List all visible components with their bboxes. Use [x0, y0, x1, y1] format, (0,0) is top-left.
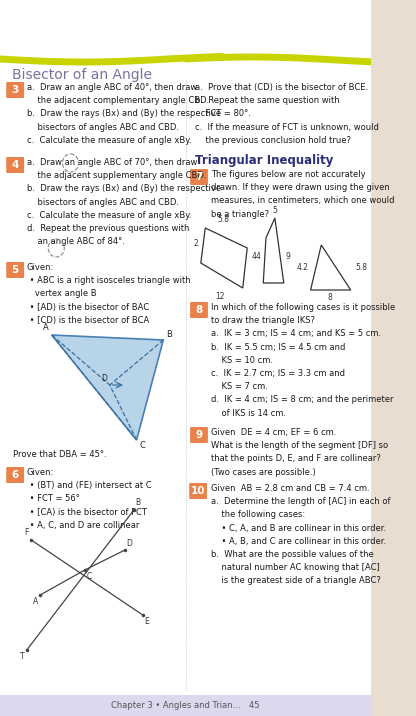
Text: drawn. If they were drawn using the given: drawn. If they were drawn using the give… [210, 183, 389, 192]
FancyBboxPatch shape [190, 302, 208, 318]
Text: • A, C, and D are collinear: • A, C, and D are collinear [27, 521, 139, 530]
Text: 7: 7 [196, 172, 203, 182]
Text: Given:: Given: [27, 468, 54, 477]
Text: b.  Repeat the same question with: b. Repeat the same question with [195, 96, 339, 105]
Text: 9: 9 [196, 430, 203, 440]
Polygon shape [52, 335, 163, 440]
Text: 6: 6 [12, 470, 19, 480]
Text: C: C [87, 572, 92, 581]
Text: 10: 10 [191, 486, 206, 496]
Text: a.  Draw an angle ABC of 40°, then draw: a. Draw an angle ABC of 40°, then draw [27, 83, 197, 92]
Text: Triangular Inequality: Triangular Inequality [195, 154, 333, 167]
Text: 9: 9 [285, 251, 290, 261]
Text: B: B [136, 498, 141, 507]
Text: a.  Prove that (CD) is the bisector of BCE.: a. Prove that (CD) is the bisector of BC… [195, 83, 368, 92]
Text: T: T [20, 652, 24, 661]
Text: F: F [24, 528, 29, 537]
Text: • FCT = 56°: • FCT = 56° [27, 495, 79, 503]
FancyBboxPatch shape [6, 82, 24, 98]
FancyBboxPatch shape [6, 262, 24, 278]
Text: 3: 3 [12, 85, 19, 95]
Text: a.  Draw an angle ABC of 70°, then draw: a. Draw an angle ABC of 70°, then draw [27, 158, 197, 167]
Text: Bisector of an Angle: Bisector of an Angle [12, 68, 153, 82]
Text: 5: 5 [12, 265, 19, 275]
Text: • [CA) is the bisector of FCT: • [CA) is the bisector of FCT [27, 508, 147, 517]
Text: • C, A, and B are collinear in this order.: • C, A, and B are collinear in this orde… [210, 523, 386, 533]
Text: d.  IK = 4 cm; IS = 8 cm; and the perimeter: d. IK = 4 cm; IS = 8 cm; and the perimet… [210, 395, 393, 405]
Text: of IKS is 14 cm.: of IKS is 14 cm. [210, 409, 286, 417]
Text: • [AD) is the bisector of BAC: • [AD) is the bisector of BAC [27, 303, 149, 311]
Text: natural number AC knowing that [AC]: natural number AC knowing that [AC] [210, 563, 379, 572]
FancyBboxPatch shape [190, 169, 208, 185]
Text: a.  IK = 3 cm; IS = 4 cm; and KS = 5 cm.: a. IK = 3 cm; IS = 4 cm; and KS = 5 cm. [210, 329, 381, 339]
Text: Given  AB = 2.8 cm and CB = 7.4 cm.: Given AB = 2.8 cm and CB = 7.4 cm. [210, 484, 369, 493]
Text: c.  Calculate the measure of angle xBy.: c. Calculate the measure of angle xBy. [27, 211, 191, 220]
Text: B: B [166, 330, 172, 339]
Text: b.  IK = 5.5 cm; IS = 4.5 cm and: b. IK = 5.5 cm; IS = 4.5 cm and [210, 342, 345, 352]
Text: c.  IK = 2.7 cm; IS = 3.3 cm and: c. IK = 2.7 cm; IS = 3.3 cm and [210, 369, 344, 378]
Text: 4: 4 [252, 251, 257, 261]
Text: A: A [42, 323, 48, 332]
FancyBboxPatch shape [0, 0, 371, 716]
Text: to draw the triangle IKS?: to draw the triangle IKS? [210, 316, 314, 325]
Text: 5.8: 5.8 [217, 215, 229, 224]
Text: D: D [101, 374, 107, 383]
Text: A: A [33, 597, 38, 606]
Text: that the points D, E, and F are collinear?: that the points D, E, and F are collinea… [210, 455, 381, 463]
Text: be a triangle?: be a triangle? [210, 210, 269, 218]
FancyBboxPatch shape [189, 483, 207, 499]
Text: b.  What are the possible values of the: b. What are the possible values of the [210, 550, 374, 559]
Text: an angle ABC of 84°.: an angle ABC of 84°. [27, 237, 125, 246]
FancyBboxPatch shape [6, 467, 24, 483]
Text: (Two cases are possible.): (Two cases are possible.) [210, 468, 315, 477]
Text: FCT = 80°.: FCT = 80°. [195, 110, 250, 118]
FancyBboxPatch shape [190, 427, 208, 443]
Text: a.  Determine the length of [AC] in each of: a. Determine the length of [AC] in each … [210, 497, 390, 506]
Text: KS = 10 cm.: KS = 10 cm. [210, 356, 272, 364]
Text: Prove that DBA = 45°.: Prove that DBA = 45°. [13, 450, 107, 459]
Text: E: E [145, 617, 149, 626]
Text: 8: 8 [196, 305, 203, 315]
Text: b.  Draw the rays (Bx) and (By) the respective: b. Draw the rays (Bx) and (By) the respe… [27, 185, 221, 193]
FancyBboxPatch shape [0, 695, 371, 716]
Text: 5: 5 [272, 206, 277, 215]
Text: bisectors of angles ABC and CBD.: bisectors of angles ABC and CBD. [27, 122, 179, 132]
Text: measures, in centimeters, which one would: measures, in centimeters, which one woul… [210, 196, 394, 205]
Text: • A, B, and C are collinear in this order.: • A, B, and C are collinear in this orde… [210, 537, 386, 546]
Text: the adjacent complementary angle CBD.: the adjacent complementary angle CBD. [27, 96, 209, 105]
Text: Chapter 3 • Angles and Trian…   45: Chapter 3 • Angles and Trian… 45 [111, 700, 260, 710]
Text: 2: 2 [193, 238, 198, 248]
Text: The figures below are not accurately: The figures below are not accurately [210, 170, 365, 179]
Text: the previous conclusion hold true?: the previous conclusion hold true? [195, 136, 351, 145]
Text: 8: 8 [328, 293, 332, 302]
Text: Given  DE = 4 cm, EF = 6 cm.: Given DE = 4 cm, EF = 6 cm. [210, 428, 336, 437]
Text: In which of the following cases is it possible: In which of the following cases is it po… [210, 303, 395, 312]
Text: vertex angle B: vertex angle B [27, 289, 97, 299]
FancyBboxPatch shape [6, 157, 24, 173]
Text: Given:: Given: [27, 263, 54, 272]
Text: D: D [127, 539, 133, 548]
Text: 5.8: 5.8 [355, 263, 367, 271]
Text: 4: 4 [12, 160, 19, 170]
Text: C: C [139, 441, 145, 450]
Text: 4: 4 [256, 251, 260, 261]
Text: • (BT) and (FE) intersect at C: • (BT) and (FE) intersect at C [27, 481, 151, 490]
Text: c.  If the measure of FCT is unknown, would: c. If the measure of FCT is unknown, wou… [195, 122, 379, 132]
Text: c.  Calculate the measure of angle xBy.: c. Calculate the measure of angle xBy. [27, 136, 191, 145]
Text: bisectors of angles ABC and CBD.: bisectors of angles ABC and CBD. [27, 198, 179, 207]
Text: • ABC is a right isosceles triangle with: • ABC is a right isosceles triangle with [27, 276, 191, 285]
Text: is the greatest side of a triangle ABC?: is the greatest side of a triangle ABC? [210, 576, 381, 586]
Text: b.  Draw the rays (Bx) and (By) the respective: b. Draw the rays (Bx) and (By) the respe… [27, 110, 221, 118]
Text: the following cases:: the following cases: [210, 511, 305, 519]
Text: 12: 12 [215, 292, 225, 301]
Text: d.  Repeat the previous questions with: d. Repeat the previous questions with [27, 224, 189, 233]
Text: 4.2: 4.2 [297, 263, 309, 271]
Text: the adjacent supplementary angle CBD.: the adjacent supplementary angle CBD. [27, 171, 206, 180]
Text: KS = 7 cm.: KS = 7 cm. [210, 382, 267, 391]
Text: • [CD) is the bisector of BCA: • [CD) is the bisector of BCA [27, 316, 149, 325]
Text: What is the length of the segment [DF] so: What is the length of the segment [DF] s… [210, 441, 388, 450]
